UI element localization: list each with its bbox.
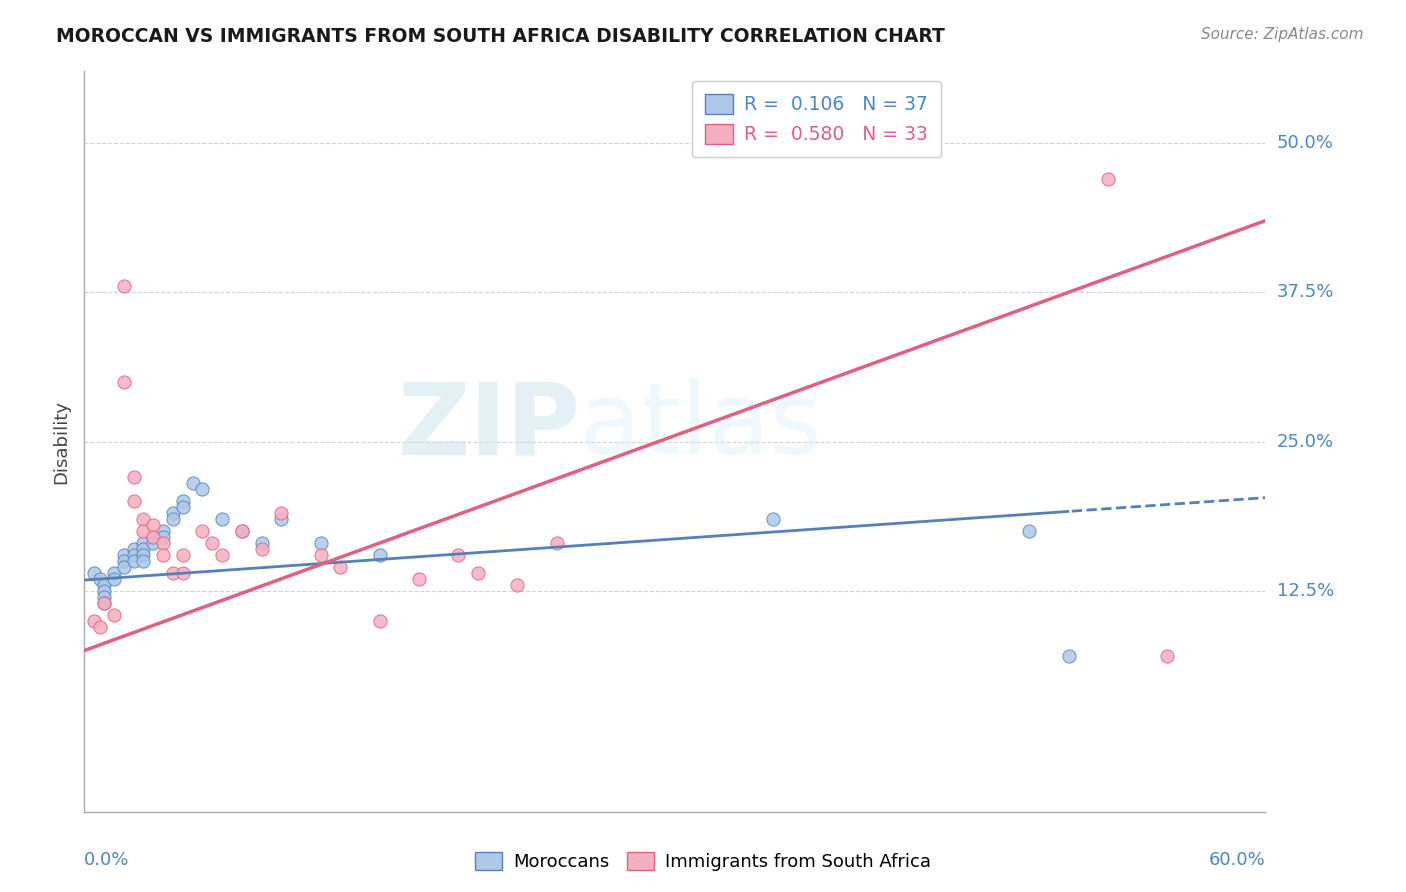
- Point: [112, 554, 135, 568]
- Point: [162, 506, 184, 520]
- Point: [191, 524, 214, 538]
- Point: [270, 512, 292, 526]
- Point: [142, 536, 165, 550]
- Text: 50.0%: 50.0%: [1277, 134, 1333, 152]
- Legend: Moroccans, Immigrants from South Africa: Moroccans, Immigrants from South Africa: [468, 845, 938, 879]
- Point: [201, 536, 224, 550]
- Legend: R =  0.106   N = 37, R =  0.580   N = 33: R = 0.106 N = 37, R = 0.580 N = 33: [692, 81, 942, 157]
- Point: [89, 620, 111, 634]
- Point: [152, 524, 174, 538]
- Point: [122, 494, 145, 508]
- Point: [162, 566, 184, 580]
- Point: [112, 548, 135, 562]
- Text: 0.0%: 0.0%: [84, 851, 129, 869]
- Point: [762, 512, 785, 526]
- Point: [172, 548, 194, 562]
- Point: [447, 548, 470, 562]
- Point: [152, 548, 174, 562]
- Point: [368, 548, 391, 562]
- Text: 25.0%: 25.0%: [1277, 433, 1334, 450]
- Point: [103, 572, 125, 586]
- Point: [132, 554, 155, 568]
- Point: [89, 572, 111, 586]
- Point: [112, 375, 135, 389]
- Point: [93, 578, 115, 592]
- Point: [132, 548, 155, 562]
- Text: 60.0%: 60.0%: [1209, 851, 1265, 869]
- Point: [93, 583, 115, 598]
- Point: [103, 607, 125, 622]
- Point: [93, 596, 115, 610]
- Point: [172, 500, 194, 515]
- Point: [142, 530, 165, 544]
- Point: [211, 548, 233, 562]
- Point: [112, 279, 135, 293]
- Point: [132, 512, 155, 526]
- Point: [93, 590, 115, 604]
- Point: [132, 541, 155, 556]
- Text: atlas: atlas: [581, 378, 823, 475]
- Point: [467, 566, 489, 580]
- Point: [270, 506, 292, 520]
- Point: [231, 524, 253, 538]
- Point: [309, 536, 332, 550]
- Point: [1097, 171, 1119, 186]
- Text: MOROCCAN VS IMMIGRANTS FROM SOUTH AFRICA DISABILITY CORRELATION CHART: MOROCCAN VS IMMIGRANTS FROM SOUTH AFRICA…: [56, 27, 945, 45]
- Point: [329, 560, 352, 574]
- Text: 12.5%: 12.5%: [1277, 582, 1334, 599]
- Point: [112, 560, 135, 574]
- Point: [122, 554, 145, 568]
- Point: [93, 596, 115, 610]
- Point: [181, 476, 204, 491]
- Point: [122, 548, 145, 562]
- Point: [250, 541, 273, 556]
- Point: [142, 518, 165, 533]
- Point: [1156, 649, 1178, 664]
- Point: [368, 614, 391, 628]
- Text: ZIP: ZIP: [398, 378, 581, 475]
- Y-axis label: Disability: Disability: [52, 400, 70, 483]
- Point: [408, 572, 430, 586]
- Point: [162, 512, 184, 526]
- Point: [506, 578, 529, 592]
- Point: [172, 494, 194, 508]
- Point: [122, 470, 145, 484]
- Point: [83, 614, 105, 628]
- Point: [191, 483, 214, 497]
- Text: 37.5%: 37.5%: [1277, 284, 1334, 301]
- Point: [103, 566, 125, 580]
- Point: [309, 548, 332, 562]
- Point: [152, 530, 174, 544]
- Text: Source: ZipAtlas.com: Source: ZipAtlas.com: [1201, 27, 1364, 42]
- Point: [132, 536, 155, 550]
- Point: [122, 541, 145, 556]
- Point: [132, 524, 155, 538]
- Point: [83, 566, 105, 580]
- Point: [152, 536, 174, 550]
- Point: [1057, 649, 1080, 664]
- Point: [1018, 524, 1040, 538]
- Point: [211, 512, 233, 526]
- Point: [546, 536, 568, 550]
- Point: [250, 536, 273, 550]
- Point: [231, 524, 253, 538]
- Point: [172, 566, 194, 580]
- Point: [142, 530, 165, 544]
